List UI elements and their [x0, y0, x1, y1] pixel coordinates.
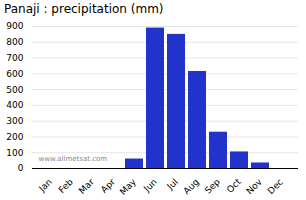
html-text:Panaji : precipitation (mm): Panaji : precipitation (mm) — [4, 2, 164, 16]
svg-text:Jun: Jun — [141, 177, 159, 195]
svg-text:0: 0 — [18, 163, 24, 173]
svg-text:200: 200 — [6, 132, 23, 142]
svg-text:www.allmetsat.com: www.allmetsat.com — [39, 155, 108, 163]
svg-text:Mar: Mar — [77, 176, 96, 195]
svg-text:900: 900 — [6, 21, 23, 31]
svg-text:Aug: Aug — [181, 177, 201, 197]
svg-text:100: 100 — [6, 148, 23, 158]
svg-text:700: 700 — [6, 53, 23, 63]
svg-text:Dec: Dec — [266, 177, 285, 196]
svg-text:600: 600 — [6, 69, 23, 79]
svg-text:800: 800 — [6, 37, 23, 47]
svg-text:Sep: Sep — [203, 177, 222, 196]
svg-text:Nov: Nov — [244, 176, 264, 196]
svg-text:Apr: Apr — [99, 177, 117, 195]
svg-text:300: 300 — [6, 116, 23, 126]
svg-text:Feb: Feb — [57, 177, 76, 196]
svg-text:May: May — [118, 176, 139, 197]
svg-text:Jan: Jan — [36, 177, 54, 195]
svg-text:500: 500 — [6, 84, 23, 94]
svg-text:Jul: Jul — [164, 177, 179, 192]
svg-text:Oct: Oct — [225, 176, 243, 194]
svg-text:400: 400 — [6, 100, 23, 110]
